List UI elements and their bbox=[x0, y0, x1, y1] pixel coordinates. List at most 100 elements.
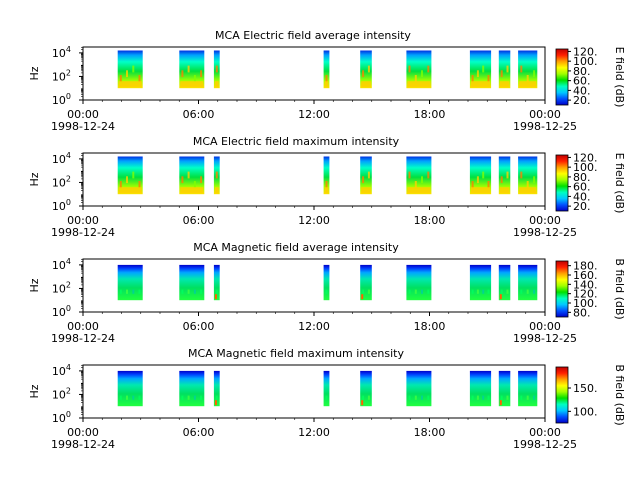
x-end-date: 1998-12-25 bbox=[513, 332, 577, 345]
data-segment bbox=[406, 264, 432, 301]
segment-streak bbox=[181, 176, 184, 184]
segment-lowband bbox=[324, 81, 329, 88]
data-segment bbox=[498, 50, 511, 89]
x-start-date: 1998-12-24 bbox=[51, 332, 115, 345]
colorbar-tick-label: 150. bbox=[573, 382, 598, 395]
y-tick-label: 102 bbox=[52, 174, 71, 189]
segment-hotspot bbox=[214, 400, 217, 406]
segment-lowband bbox=[499, 81, 510, 88]
segment-streak bbox=[500, 289, 503, 294]
segment-streak bbox=[476, 289, 479, 294]
segment-streak bbox=[487, 289, 490, 294]
data-segment bbox=[498, 264, 511, 301]
data-segment bbox=[179, 264, 205, 301]
segment-streak bbox=[187, 171, 190, 179]
x-start-date: 1998-12-24 bbox=[51, 226, 115, 239]
data-segment bbox=[518, 156, 538, 195]
colorbar-tick-label: 160. bbox=[573, 269, 598, 282]
segment-streak bbox=[482, 395, 485, 400]
colorbar-label: E field (dB) bbox=[613, 153, 626, 214]
segment-streak bbox=[193, 75, 196, 82]
segment-lowband bbox=[180, 81, 204, 88]
y-tick-label: 100 bbox=[52, 198, 71, 213]
segment-streak bbox=[181, 395, 184, 400]
data-segment bbox=[360, 264, 372, 301]
colorbar-tick-label: 100. bbox=[573, 297, 598, 310]
segment-streak bbox=[367, 289, 370, 294]
segment-lowband bbox=[361, 187, 371, 194]
panel-title: MCA Electric field maximum intensity bbox=[193, 135, 400, 148]
segment-streak bbox=[193, 395, 196, 400]
segment-streak bbox=[193, 289, 196, 294]
segment-streak bbox=[500, 70, 503, 78]
segment-streak bbox=[362, 70, 365, 78]
colorbar-tick-label: 100. bbox=[573, 405, 598, 418]
segment-streak bbox=[520, 65, 523, 73]
y-tick-label: 100 bbox=[52, 410, 71, 425]
segment-streak bbox=[506, 289, 509, 294]
x-tick-label: 18:00 bbox=[414, 426, 446, 439]
colorbar-tick-label: 100. bbox=[573, 161, 598, 174]
segment-streak bbox=[126, 70, 128, 78]
segment-streak bbox=[414, 395, 417, 400]
segment-streak bbox=[181, 289, 184, 294]
segment-streak bbox=[421, 289, 423, 294]
segment-streak bbox=[119, 289, 122, 294]
segment-streak bbox=[187, 65, 190, 73]
segment-streak bbox=[500, 176, 503, 184]
segment-lowband bbox=[180, 187, 204, 194]
data-segment bbox=[323, 370, 330, 407]
data-segment bbox=[323, 50, 330, 89]
segment-streak bbox=[414, 289, 417, 294]
colorbar-tick-label: 60. bbox=[573, 75, 591, 88]
segment-hotspot bbox=[361, 400, 364, 406]
segment-streak bbox=[187, 395, 190, 400]
segment-hotspot bbox=[499, 400, 502, 406]
y-tick-label: 100 bbox=[52, 92, 71, 107]
x-tick-label: 12:00 bbox=[298, 320, 330, 333]
y-tick-label: 104 bbox=[52, 257, 71, 272]
x-tick-label: 00:00 bbox=[67, 426, 99, 439]
segment-lowband bbox=[214, 81, 219, 88]
segment-streak bbox=[325, 289, 328, 294]
colorbar-label: E field (dB) bbox=[613, 47, 626, 108]
segment-streak bbox=[520, 171, 523, 179]
y-axis-label: Hz bbox=[28, 384, 41, 398]
segment-streak bbox=[506, 65, 509, 73]
data-segment bbox=[213, 370, 220, 407]
segment-streak bbox=[533, 289, 536, 294]
segment-lowband bbox=[470, 81, 491, 88]
colorbar-tick-label: 100. bbox=[573, 55, 598, 68]
colorbar-tick-label: 60. bbox=[573, 181, 591, 194]
segment-streak bbox=[362, 176, 365, 184]
segment-lowband bbox=[407, 81, 431, 88]
segment-streak bbox=[520, 289, 523, 294]
segment-streak bbox=[200, 289, 203, 294]
segment-streak bbox=[138, 289, 141, 294]
segment-lowband bbox=[361, 81, 371, 88]
segment-streak bbox=[414, 75, 417, 82]
x-end-date: 1998-12-25 bbox=[513, 120, 577, 133]
panel-title: MCA Magnetic field maximum intensity bbox=[188, 347, 404, 360]
colorbar-tick-label: 120. bbox=[573, 151, 598, 164]
colorbar-tick-label: 180. bbox=[573, 260, 598, 273]
segment-streak bbox=[215, 289, 218, 294]
y-axis-label: Hz bbox=[28, 66, 41, 80]
segment-streak bbox=[126, 395, 128, 400]
segment-streak bbox=[187, 289, 190, 294]
x-tick-label: 18:00 bbox=[414, 108, 446, 121]
data-segment bbox=[518, 264, 538, 301]
panel-title: MCA Magnetic field average intensity bbox=[193, 241, 399, 254]
segment-streak bbox=[126, 289, 128, 294]
x-start-date: 1998-12-24 bbox=[51, 438, 115, 451]
x-tick-label: 00:00 bbox=[67, 320, 99, 333]
x-tick-label: 06:00 bbox=[183, 108, 215, 121]
y-tick-label: 104 bbox=[52, 363, 71, 378]
segment-lowband bbox=[214, 187, 219, 194]
segment-streak bbox=[500, 395, 503, 400]
segment-streak bbox=[476, 70, 479, 78]
y-axis-label: Hz bbox=[28, 278, 41, 292]
y-axis-label: Hz bbox=[28, 172, 41, 186]
segment-streak bbox=[408, 65, 411, 73]
